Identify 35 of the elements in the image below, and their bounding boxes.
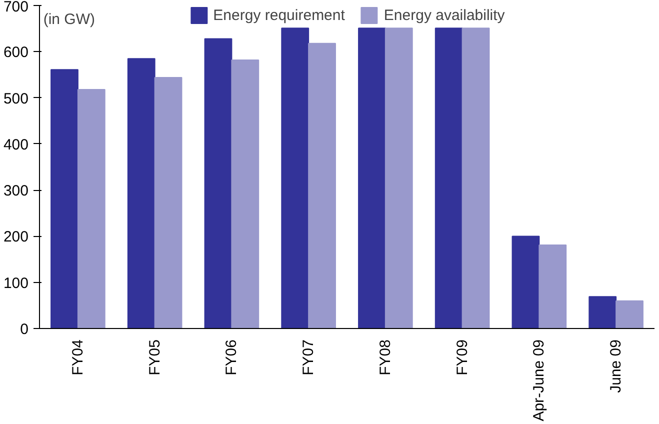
bar [154, 76, 182, 328]
bar [204, 38, 232, 328]
bar [127, 58, 156, 328]
bar [384, 28, 413, 328]
x-tick-label: FY06 [223, 339, 240, 376]
bar [462, 28, 490, 328]
x-tick-label: FY04 [69, 339, 86, 376]
bar [512, 236, 540, 328]
bar [434, 28, 463, 328]
bar [588, 296, 617, 328]
y-tick-label: 300 [3, 182, 29, 200]
y-tick-label: 100 [3, 274, 29, 292]
x-tick-label: FY07 [300, 339, 318, 376]
x-tick-label: FY09 [454, 339, 471, 376]
y-tick-label: 400 [3, 136, 29, 154]
x-tick-label: FY05 [146, 339, 164, 376]
y-tick-label: 600 [3, 44, 29, 62]
bar [77, 88, 106, 328]
x-tick-label: Apr-June 09 [530, 339, 548, 422]
annotation: (in GW) [43, 11, 96, 28]
y-tick-label: 700 [3, 0, 29, 16]
bar [616, 300, 644, 328]
bar [50, 69, 78, 328]
legend-label: Energy availability [384, 6, 505, 24]
bar [231, 59, 260, 328]
legend-label: Energy requirement [213, 6, 345, 24]
bar [281, 28, 310, 328]
bar [538, 244, 567, 328]
y-tick-label: 0 [20, 321, 28, 338]
bar [358, 28, 386, 328]
y-tick-label: 500 [3, 90, 29, 108]
y-tick-label: 200 [3, 228, 29, 246]
x-tick-label: FY08 [376, 339, 394, 376]
x-tick-label: June 09 [608, 339, 625, 393]
bar [308, 42, 336, 328]
